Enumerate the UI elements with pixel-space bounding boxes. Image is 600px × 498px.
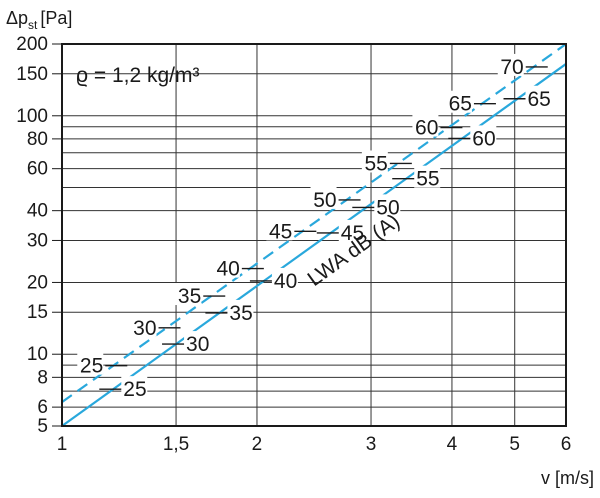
level-mark-bg: [130, 314, 157, 337]
level-mark-bg: [271, 267, 298, 290]
x-tick-label: 1,5: [163, 434, 189, 455]
level-mark-bg: [227, 299, 254, 322]
level-mark-label: 25: [80, 355, 103, 378]
series-line-solid: [61, 63, 567, 427]
y-tick-label: 100: [16, 106, 48, 127]
x-tick-label: 6: [561, 434, 572, 455]
level-mark-label: 55: [364, 152, 387, 175]
level-mark-label: 30: [186, 333, 209, 356]
level-mark-label: 35: [178, 285, 201, 308]
x-tick-label: 2: [252, 434, 263, 455]
level-mark-label: 40: [274, 270, 297, 293]
level-mark-label: 25: [123, 378, 146, 401]
level-mark-bg: [213, 255, 240, 278]
series-line-dashed: [61, 43, 567, 403]
level-mark-bg: [412, 114, 439, 137]
level-mark-label: 40: [216, 258, 239, 281]
level-mark-label: 65: [449, 93, 472, 116]
y-tick-label: 5: [37, 416, 48, 437]
y-tick-label: 200: [16, 34, 48, 55]
level-mark-bg: [77, 352, 104, 375]
y-axis-label: Δpst [Pa]: [6, 8, 72, 32]
grid: [62, 44, 566, 426]
level-mark-bg: [525, 85, 552, 108]
level-mark-label: 70: [500, 56, 523, 79]
level-mark-label: 35: [229, 302, 252, 325]
x-tick-label: 4: [447, 434, 458, 455]
level-mark-label: 65: [528, 88, 551, 111]
plot-frame: [61, 43, 567, 427]
level-mark-bg: [266, 218, 293, 241]
level-mark-bg: [470, 125, 497, 148]
x-axis-label: v [m/s]: [541, 468, 594, 488]
y-tick-label: 80: [27, 129, 48, 150]
level-mark-bg: [121, 376, 148, 399]
x-tick-label: 5: [509, 434, 520, 455]
density-annotation: ϱ = 1,2 kg/m³: [76, 64, 200, 87]
x-tick-label: 3: [366, 434, 377, 455]
level-mark-bg: [414, 165, 441, 188]
level-mark-bg: [445, 90, 472, 113]
level-mark-bg: [374, 194, 401, 217]
level-mark-bg: [175, 283, 202, 306]
level-mark-bg: [310, 186, 337, 209]
y-tick-label: 30: [27, 230, 48, 251]
y-tick-label: 15: [27, 302, 48, 323]
y-tick-label: 40: [27, 201, 48, 222]
level-mark-label: 30: [133, 317, 156, 340]
level-mark-label: 50: [313, 189, 336, 212]
level-mark-label: 60: [472, 127, 495, 150]
y-tick-label: 60: [27, 159, 48, 180]
series-lines: [61, 43, 567, 427]
level-mark-bg: [184, 331, 211, 354]
y-tick-label: 6: [37, 397, 48, 418]
level-mark-label: 45: [269, 220, 292, 243]
level-mark-bg: [497, 53, 524, 76]
level-mark-label: 45: [341, 222, 364, 245]
y-tick-label: 8: [37, 367, 48, 388]
level-mark-label: 60: [415, 117, 438, 140]
level-mark-bg: [338, 219, 365, 242]
level-mark-label: 55: [416, 168, 439, 191]
y-tick-label: 20: [27, 272, 48, 293]
level-mark-label: 50: [376, 196, 399, 219]
level-mark-bg: [361, 150, 388, 173]
y-tick-label: 10: [27, 344, 48, 365]
x-tick-label: 1: [57, 434, 68, 455]
y-tick-label: 150: [16, 64, 48, 85]
